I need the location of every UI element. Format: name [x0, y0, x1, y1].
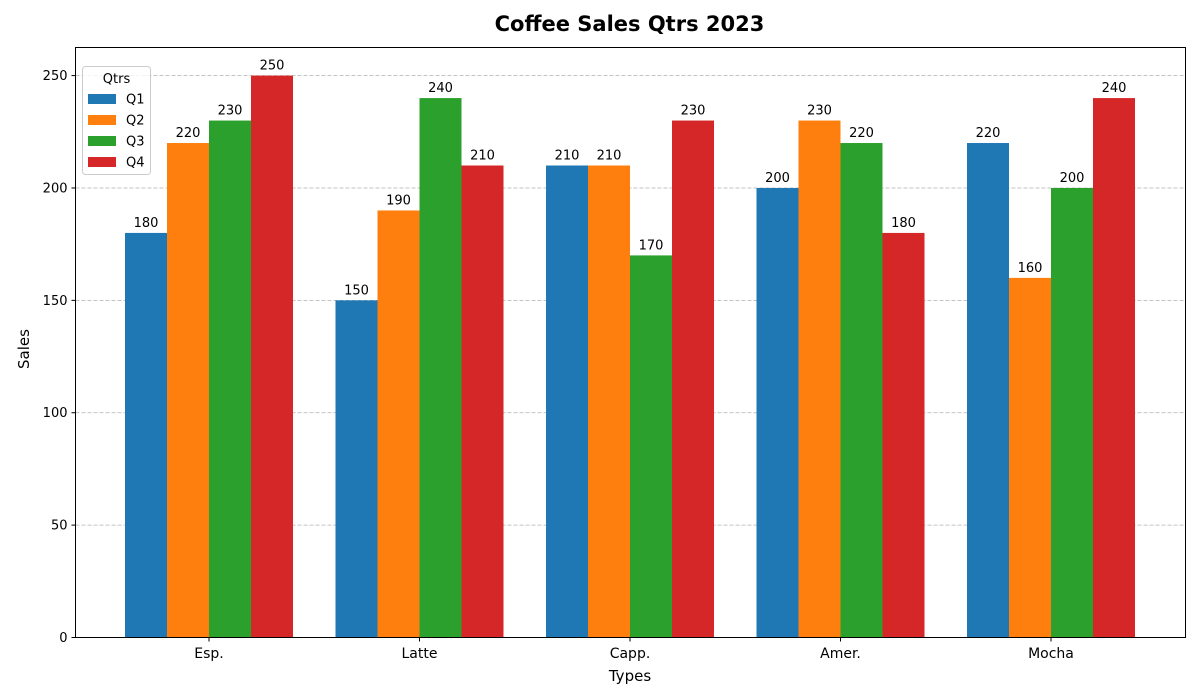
bar-value-label: 230 — [807, 104, 832, 119]
bar-value-label: 200 — [765, 171, 790, 186]
bar-q4 — [251, 75, 293, 638]
bar-q2 — [167, 143, 209, 638]
x-tick-label: Capp. — [610, 646, 651, 662]
bar-value-label: 220 — [849, 126, 874, 141]
bar-value-label: 190 — [386, 193, 411, 208]
bar-q2 — [1009, 277, 1051, 638]
bar-q3 — [630, 255, 672, 638]
legend-label: Q2 — [126, 114, 145, 129]
chart-title: Coffee Sales Qtrs 2023 — [495, 12, 765, 36]
x-axis: Esp. Latte Capp. Amer. Mocha — [194, 637, 1074, 662]
bar-q3 — [840, 143, 883, 638]
bar-q3 — [209, 120, 251, 638]
legend-box — [82, 66, 151, 175]
bar-value-label: 230 — [681, 104, 706, 119]
x-tick-label: Mocha — [1028, 646, 1074, 662]
bar-q4 — [672, 120, 714, 638]
legend-swatch — [88, 94, 116, 104]
bar-q4 — [882, 232, 925, 638]
bar-q1 — [546, 165, 588, 638]
bar-value-label: 240 — [428, 81, 453, 96]
legend-swatch — [88, 157, 116, 167]
bar-q2 — [798, 120, 841, 638]
bar-q1 — [756, 187, 799, 638]
y-tick-label: 250 — [43, 69, 68, 84]
legend-label: Q3 — [126, 135, 145, 150]
bar-labels: 180 150 210 200 220 220 190 210 230 160 230 240 170 2… — [134, 59, 1127, 299]
bar-value-label: 170 — [639, 238, 664, 253]
bar-q2 — [588, 165, 630, 638]
y-axis: 0 50 100 150 200 250 — [43, 69, 76, 646]
legend-label: Q4 — [126, 156, 145, 171]
y-tick-label: 200 — [43, 181, 68, 196]
bar-value-label: 210 — [470, 149, 495, 164]
bar-value-label: 150 — [344, 283, 369, 298]
bar-value-label: 220 — [976, 126, 1001, 141]
x-tick-label: Amer. — [820, 646, 861, 662]
bar-value-label: 180 — [891, 216, 916, 231]
bar-q2 — [377, 210, 420, 638]
bars — [125, 75, 1135, 638]
bar-q4 — [1093, 98, 1135, 638]
bar-q4 — [461, 165, 504, 638]
bar-q1 — [335, 300, 378, 638]
bar-value-label: 220 — [176, 126, 201, 141]
legend: Qtrs Q1 Q2 Q3 Q4 — [82, 66, 151, 175]
bar-value-label: 240 — [1102, 81, 1127, 96]
legend-title: Qtrs — [103, 72, 131, 87]
bar-value-label: 160 — [1018, 261, 1043, 276]
bar-value-label: 210 — [555, 149, 580, 164]
bar-value-label: 210 — [597, 149, 622, 164]
x-axis-label: Types — [608, 667, 651, 685]
bar-q3 — [419, 98, 462, 638]
bar-value-label: 200 — [1060, 171, 1085, 186]
bar-q1 — [967, 143, 1009, 638]
bar-q3 — [1051, 187, 1093, 638]
bar-value-label: 230 — [218, 104, 243, 119]
bar-q1 — [125, 232, 167, 638]
x-tick-label: Esp. — [194, 646, 223, 662]
y-tick-label: 0 — [59, 631, 67, 646]
y-tick-label: 150 — [43, 294, 68, 309]
y-tick-label: 100 — [43, 406, 68, 421]
legend-swatch — [88, 136, 116, 146]
bar-value-label: 250 — [260, 59, 285, 74]
x-tick-label: Latte — [402, 646, 438, 662]
legend-swatch — [88, 115, 116, 125]
legend-label: Q1 — [126, 93, 145, 108]
y-tick-label: 50 — [51, 519, 68, 534]
bar-value-label: 180 — [134, 216, 159, 231]
y-axis-label: Sales — [15, 329, 33, 369]
